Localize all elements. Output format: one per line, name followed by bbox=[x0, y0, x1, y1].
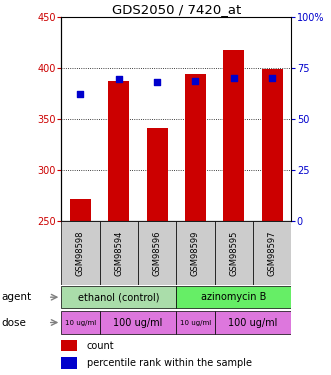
Text: 100 ug/ml: 100 ug/ml bbox=[113, 318, 163, 327]
Text: azinomycin B: azinomycin B bbox=[201, 292, 266, 302]
Text: agent: agent bbox=[2, 292, 32, 302]
Text: dose: dose bbox=[2, 318, 26, 327]
Text: 10 ug/ml: 10 ug/ml bbox=[180, 320, 211, 326]
Bar bbox=[100, 310, 176, 334]
Text: GSM98597: GSM98597 bbox=[267, 230, 277, 276]
Text: GSM98595: GSM98595 bbox=[229, 230, 238, 276]
Text: GSM98598: GSM98598 bbox=[76, 230, 85, 276]
Bar bbox=[223, 50, 244, 221]
Text: GSM98594: GSM98594 bbox=[114, 230, 123, 276]
Text: 100 ug/ml: 100 ug/ml bbox=[228, 318, 278, 327]
Point bbox=[116, 76, 121, 82]
Bar bbox=[100, 221, 138, 285]
Bar bbox=[185, 74, 206, 221]
Text: GSM98596: GSM98596 bbox=[153, 230, 162, 276]
Bar bbox=[61, 221, 100, 285]
Bar bbox=[70, 199, 91, 221]
Text: ethanol (control): ethanol (control) bbox=[78, 292, 160, 302]
Bar bbox=[176, 221, 214, 285]
Bar bbox=[61, 286, 176, 308]
Bar bbox=[214, 221, 253, 285]
Point bbox=[193, 78, 198, 84]
Bar bbox=[253, 221, 291, 285]
Text: percentile rank within the sample: percentile rank within the sample bbox=[86, 358, 252, 368]
Bar bbox=[138, 221, 176, 285]
Bar bbox=[214, 310, 291, 334]
Bar bbox=[61, 310, 100, 334]
Bar bbox=[176, 310, 214, 334]
Point bbox=[231, 75, 236, 81]
Bar bbox=[147, 128, 167, 221]
Point bbox=[155, 79, 160, 85]
Text: 10 ug/ml: 10 ug/ml bbox=[65, 320, 96, 326]
Point bbox=[269, 75, 275, 81]
Text: GSM98599: GSM98599 bbox=[191, 230, 200, 276]
Bar bbox=[176, 286, 291, 308]
Text: count: count bbox=[86, 341, 114, 351]
Point bbox=[78, 90, 83, 96]
Title: GDS2050 / 7420_at: GDS2050 / 7420_at bbox=[112, 3, 241, 16]
Bar bbox=[108, 81, 129, 221]
Bar bbox=[61, 340, 77, 351]
Bar bbox=[261, 69, 283, 221]
Bar bbox=[61, 357, 77, 369]
